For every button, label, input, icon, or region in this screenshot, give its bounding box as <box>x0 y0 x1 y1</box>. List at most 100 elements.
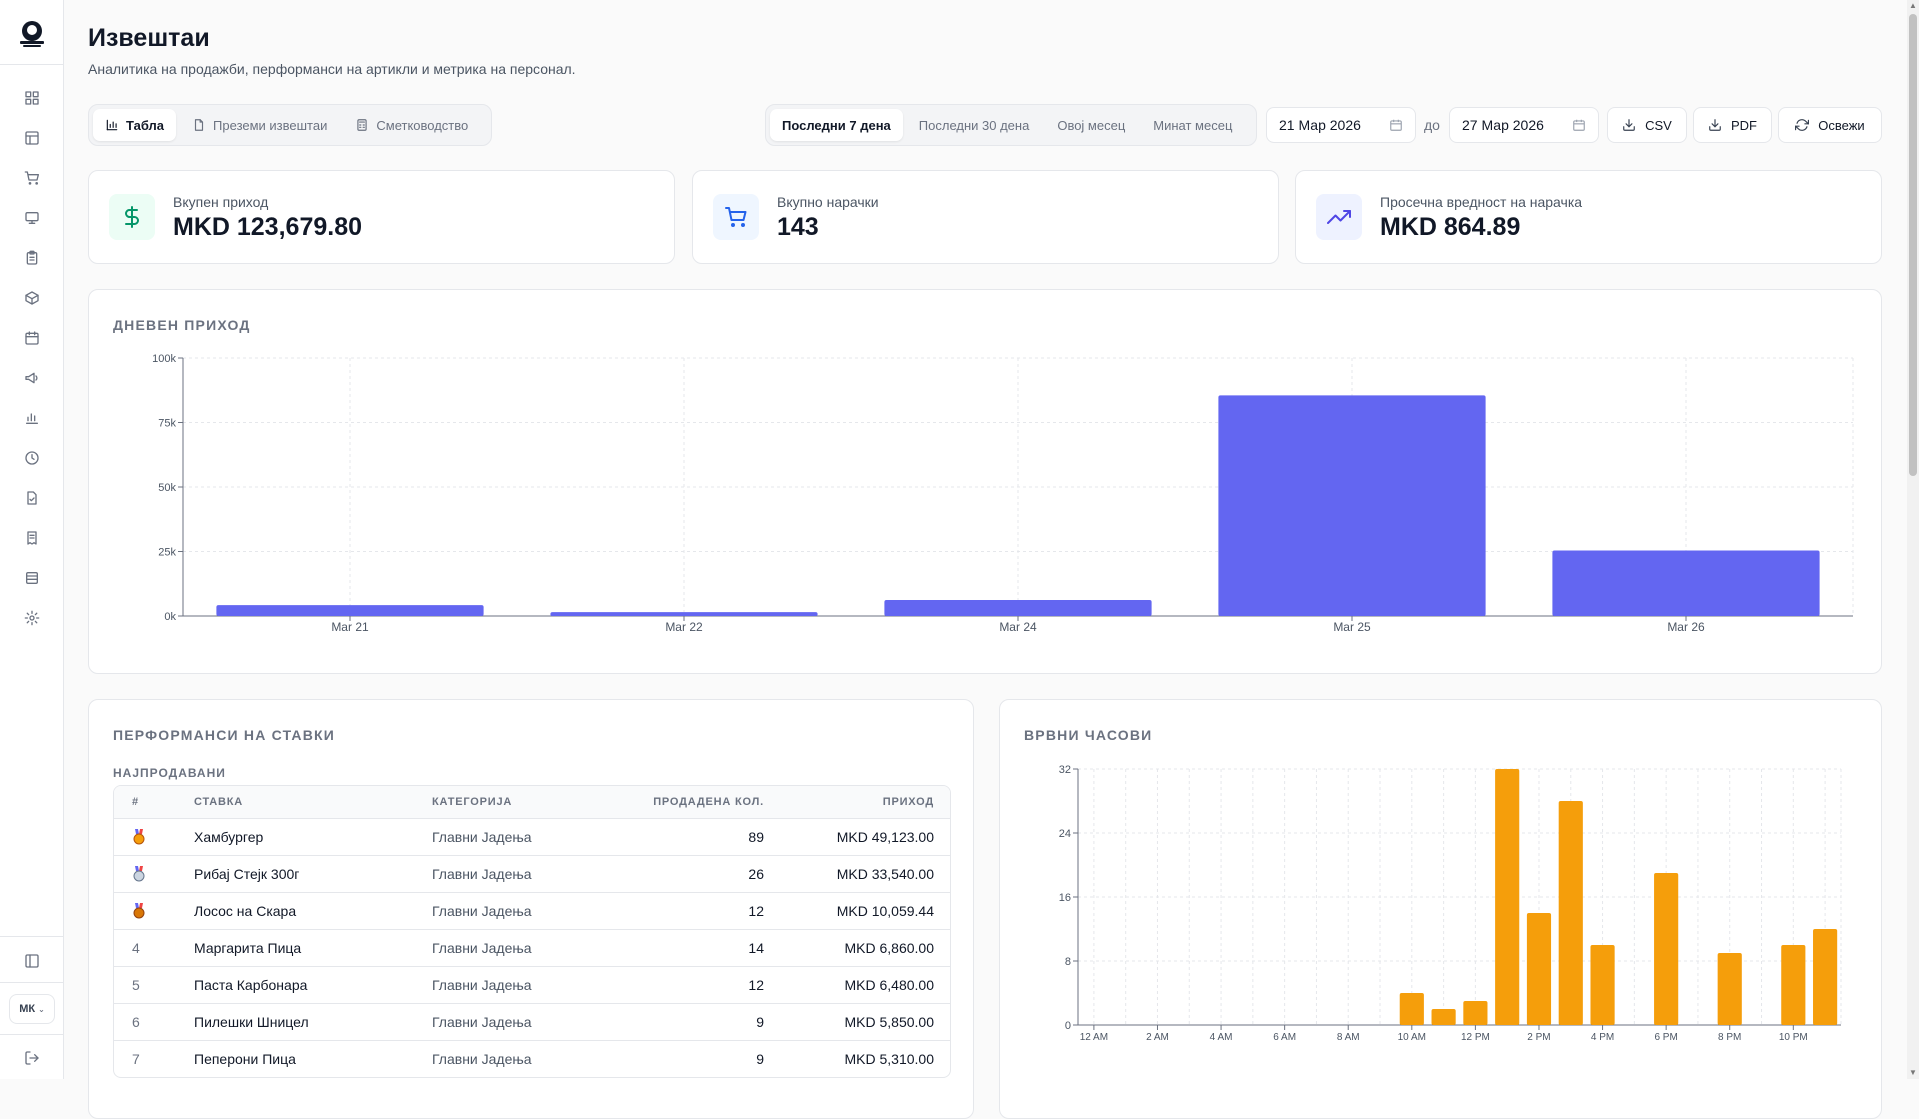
kpi-value: 143 <box>777 213 819 241</box>
date-to-input[interactable]: 27 Мар 2026 <box>1449 107 1599 143</box>
refresh-button[interactable]: Освежи <box>1778 107 1882 143</box>
kpi-icon-wrap <box>713 194 759 240</box>
items-performance-card: ПЕРФОРМАНСИ НА СТАВКИ НАЈПРОДАВАНИ # СТА… <box>88 699 974 1119</box>
y-tick-label: 8 <box>1065 956 1071 968</box>
monitor-icon[interactable] <box>22 208 42 228</box>
period-last-month[interactable]: Минат месец <box>1141 109 1244 141</box>
kpi-card-total-revenue: Вкупен приход MKD 123,679.80 <box>88 170 675 264</box>
table-row: 6 Пилешки Шницел Главни Јадења 9 MKD 5,850.0… <box>114 1003 950 1040</box>
collapse-sidebar-icon[interactable] <box>22 951 42 971</box>
clipboard-icon[interactable] <box>22 248 42 268</box>
chart-bar <box>884 600 1152 616</box>
cell-qty: 14 <box>748 940 764 956</box>
kpi-card-average-order: Просечна вредност на нарачка MKD 864.89 <box>1295 170 1882 264</box>
database-icon[interactable] <box>22 568 42 588</box>
chart-bar <box>1813 929 1838 1025</box>
x-tick-label: Mar 24 <box>999 620 1037 634</box>
scroll-down-arrow[interactable]: ▼ <box>1909 1068 1917 1077</box>
sidebar-divider <box>0 1034 64 1035</box>
period-label: Последни 7 дена <box>782 117 891 133</box>
table-row: 5 Паста Карбонара Главни Јадења 12 MKD 6,480… <box>114 966 950 1003</box>
rank-number: 4 <box>132 940 140 956</box>
cell-rank: 7 <box>132 1041 172 1077</box>
bar-chart-icon <box>106 119 118 131</box>
cell-item: Хамбургер <box>194 829 264 845</box>
col-header-rank: # <box>132 796 139 808</box>
file-icon <box>194 119 204 131</box>
tab-dashboard[interactable]: Табла <box>93 109 177 141</box>
peak-hours-card: ВРВНИ ЧАСОВИ 0 8 16 24 32 12 AM 2 AM 4 AM 6 AM 8 … <box>999 699 1882 1119</box>
rank-number: 7 <box>132 1051 140 1067</box>
date-from-input[interactable]: 21 Мар 2026 <box>1266 107 1416 143</box>
cell-rank: 5 <box>132 967 172 1003</box>
cell-rank <box>132 819 172 855</box>
tab-download-reports[interactable]: Преземи извештаи <box>180 109 339 141</box>
period-this-month[interactable]: Овој месец <box>1045 109 1137 141</box>
cell-category: Главни Јадења <box>432 1051 532 1067</box>
chart-bar <box>216 605 484 616</box>
export-csv-button[interactable]: CSV <box>1607 107 1687 143</box>
x-tick-label: 6 PM <box>1654 1032 1677 1043</box>
calendar-icon <box>1573 119 1585 131</box>
pdf-label: PDF <box>1731 117 1757 133</box>
layout-icon[interactable] <box>22 128 42 148</box>
sidebar-divider <box>0 64 64 65</box>
page-scrollbar[interactable]: ▲ ▼ <box>1907 0 1919 1079</box>
gear-icon[interactable] <box>22 608 42 628</box>
cell-qty: 9 <box>756 1051 764 1067</box>
megaphone-icon[interactable] <box>22 368 42 388</box>
kpi-label: Вкупен приход <box>173 194 269 210</box>
x-tick-label: Mar 25 <box>1333 620 1371 634</box>
export-pdf-button[interactable]: PDF <box>1693 107 1772 143</box>
download-icon <box>1623 119 1635 131</box>
tab-accounting[interactable]: Сметководство <box>343 109 480 141</box>
cart-icon <box>725 207 747 227</box>
page-subtitle: Аналитика на продажби, перформанси на ар… <box>88 61 576 77</box>
dashboard-icon[interactable] <box>22 88 42 108</box>
table-body: Хамбургер Главни Јадења 89 MKD 49,123.00 Риб… <box>114 818 950 1077</box>
cart-icon[interactable] <box>22 168 42 188</box>
period-tabs: Последни 7 дена Последни 30 дена Овој ме… <box>765 104 1257 146</box>
box-icon[interactable] <box>22 288 42 308</box>
logo-icon[interactable] <box>17 18 47 48</box>
x-tick-label: 2 PM <box>1527 1032 1550 1043</box>
period-label: Овој месец <box>1057 117 1126 133</box>
chart-bar <box>1552 550 1820 616</box>
logout-icon[interactable] <box>22 1048 42 1068</box>
calendar-icon[interactable] <box>22 328 42 348</box>
col-header-item: СТАВКА <box>194 796 244 808</box>
period-last-7-days[interactable]: Последни 7 дена <box>770 109 903 141</box>
card-title: ПЕРФОРМАНСИ НА СТАВКИ <box>113 727 336 743</box>
period-last-30-days[interactable]: Последни 30 дена <box>907 109 1042 141</box>
date-range-separator: до <box>1424 117 1440 133</box>
card-title: ДНЕВЕН ПРИХОД <box>113 317 251 333</box>
language-select[interactable]: МК ⌄ <box>9 994 55 1024</box>
cell-category: Главни Јадења <box>432 940 532 956</box>
receipt-icon[interactable] <box>22 528 42 548</box>
chart-bar <box>1399 993 1424 1025</box>
table-row: Хамбургер Главни Јадења 89 MKD 49,123.00 <box>114 818 950 855</box>
chart-bar <box>1495 769 1520 1025</box>
x-tick-label: 4 AM <box>1210 1032 1233 1043</box>
x-tick-label: 8 AM <box>1337 1032 1360 1043</box>
col-header-revenue: ПРИХОД <box>882 796 934 808</box>
clock-icon[interactable] <box>22 448 42 468</box>
cell-qty: 9 <box>756 1014 764 1030</box>
cell-category: Главни Јадења <box>432 1014 532 1030</box>
cell-item: Рибај Стејк 300г <box>194 866 300 882</box>
cell-item: Пеперони Пица <box>194 1051 296 1067</box>
file-check-icon[interactable] <box>22 488 42 508</box>
sidebar-divider <box>0 982 64 983</box>
cell-revenue: MKD 49,123.00 <box>836 829 934 845</box>
scroll-thumb[interactable] <box>1909 14 1917 476</box>
cell-revenue: MKD 10,059.44 <box>836 903 934 919</box>
download-icon <box>1709 119 1721 131</box>
chart-bar <box>1431 1009 1456 1025</box>
bar-chart-icon[interactable] <box>22 408 42 428</box>
x-tick-label: 6 AM <box>1273 1032 1296 1043</box>
x-tick-label: 10 PM <box>1779 1032 1808 1043</box>
y-tick-label: 25k <box>158 547 176 559</box>
date-to-value: 27 Мар 2026 <box>1462 117 1544 133</box>
scroll-up-arrow[interactable]: ▲ <box>1909 1 1917 10</box>
cell-revenue: MKD 33,540.00 <box>836 866 934 882</box>
